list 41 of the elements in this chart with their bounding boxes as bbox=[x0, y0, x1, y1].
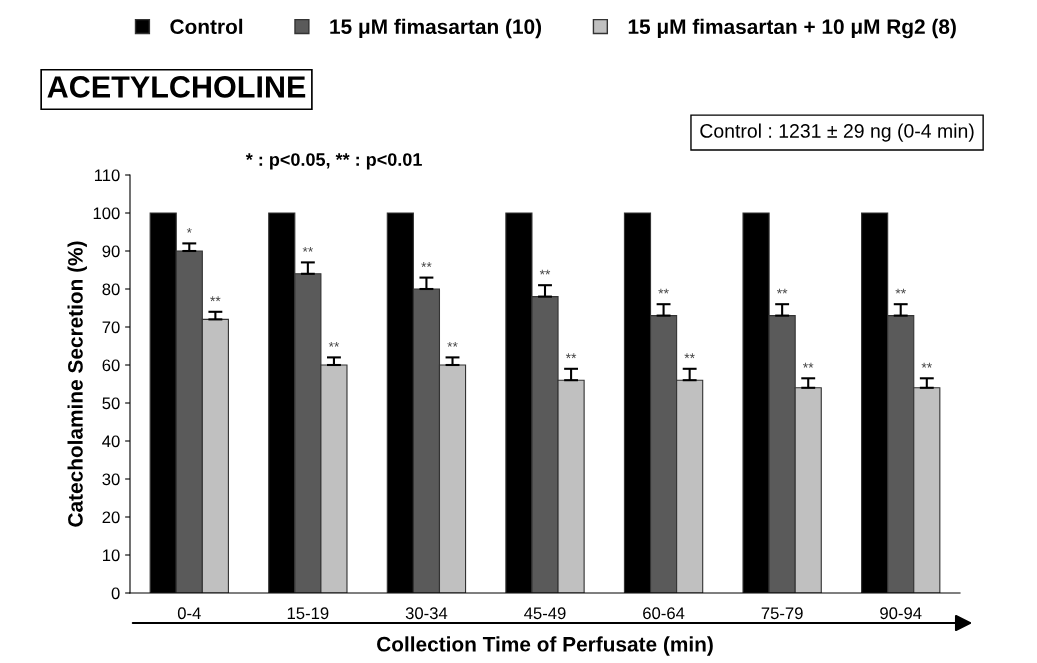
data-label: ** bbox=[328, 341, 340, 347]
chart-title: ACETYLCHOLINE bbox=[47, 76, 306, 98]
data-label: ** bbox=[210, 296, 221, 302]
data-label: ** bbox=[539, 269, 551, 275]
x-tick-label: 0-4 bbox=[177, 607, 201, 620]
x-tick-label: 90-94 bbox=[880, 607, 922, 620]
y-tick-label: 90 bbox=[102, 245, 120, 258]
legend-label: 15 μM fimasartan + 10 μM Rg2 (8) bbox=[628, 18, 956, 39]
data-label: ** bbox=[421, 262, 432, 267]
data-label: ** bbox=[565, 353, 577, 359]
legend-label: Control bbox=[170, 18, 243, 35]
legend-label: 15 μM fimasartan (10) bbox=[330, 18, 542, 39]
data-label: ** bbox=[921, 362, 932, 368]
y-tick-label: 20 bbox=[102, 511, 120, 524]
y-tick-label: 40 bbox=[102, 435, 120, 448]
y-tick-label: 30 bbox=[102, 473, 120, 486]
y-tick-label: 60 bbox=[102, 359, 120, 372]
data-label: ** bbox=[447, 341, 458, 347]
y-tick-label: 0 bbox=[111, 587, 120, 600]
y-tick-label: 80 bbox=[102, 283, 120, 296]
y-tick-label: 70 bbox=[102, 321, 120, 334]
data-label: ** bbox=[684, 353, 695, 359]
x-tick-label: 45-49 bbox=[524, 607, 566, 620]
y-tick-label: 110 bbox=[94, 169, 120, 182]
data-label: ** bbox=[895, 288, 906, 294]
data-label: ** bbox=[803, 362, 814, 368]
x-tick-label: 75-79 bbox=[761, 607, 803, 620]
data-label: ** bbox=[302, 246, 314, 252]
x-axis-title: Collection Time of Perfusate (min) bbox=[377, 636, 713, 656]
y-tick-label: 100 bbox=[93, 207, 120, 220]
data-label: ** bbox=[658, 288, 669, 294]
x-tick-label: 60-64 bbox=[643, 607, 685, 620]
text: Control : 1231 ± 29 ng (0-4 min) bbox=[700, 123, 974, 142]
x-tick-label: 15-19 bbox=[287, 607, 329, 620]
data-label: * bbox=[186, 227, 192, 233]
text: * : p<0.05, ** : p<0.01 bbox=[245, 153, 422, 170]
y-tick-label: 50 bbox=[102, 397, 120, 410]
data-label: ** bbox=[776, 288, 788, 294]
y-tick-label: 10 bbox=[103, 549, 120, 562]
y-axis-title: Catecholamine Secretion (%) bbox=[67, 241, 87, 527]
x-tick-label: 30-34 bbox=[405, 607, 448, 620]
